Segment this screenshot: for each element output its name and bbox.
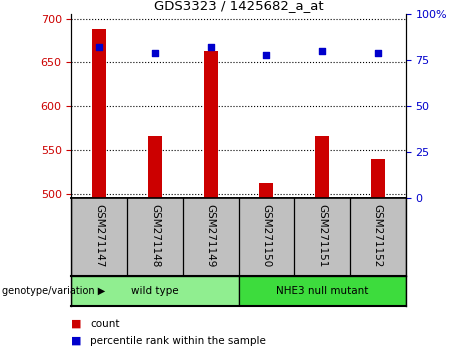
Point [263,52,270,57]
Text: wild type: wild type [131,286,179,296]
Point [319,48,326,54]
Text: percentile rank within the sample: percentile rank within the sample [90,336,266,346]
Text: genotype/variation ▶: genotype/variation ▶ [2,286,106,296]
FancyBboxPatch shape [71,276,238,306]
Text: GSM271152: GSM271152 [373,205,383,268]
Text: GSM271147: GSM271147 [95,205,104,268]
Text: ■: ■ [71,319,82,329]
Point [374,50,382,56]
Bar [92,29,106,198]
Bar [315,136,329,198]
Text: GSM271148: GSM271148 [150,205,160,268]
Bar [204,51,218,198]
Text: GSM271150: GSM271150 [261,205,272,268]
Title: GDS3323 / 1425682_a_at: GDS3323 / 1425682_a_at [154,0,323,12]
Text: GSM271151: GSM271151 [317,205,327,268]
Point [151,50,159,56]
Text: GSM271149: GSM271149 [206,205,216,268]
Text: count: count [90,319,119,329]
Bar [260,183,273,198]
Text: ■: ■ [71,336,82,346]
Text: NHE3 null mutant: NHE3 null mutant [276,286,368,296]
FancyBboxPatch shape [238,276,406,306]
Bar [148,136,162,198]
Point [207,45,214,50]
Point [95,45,103,50]
Bar [371,159,385,198]
